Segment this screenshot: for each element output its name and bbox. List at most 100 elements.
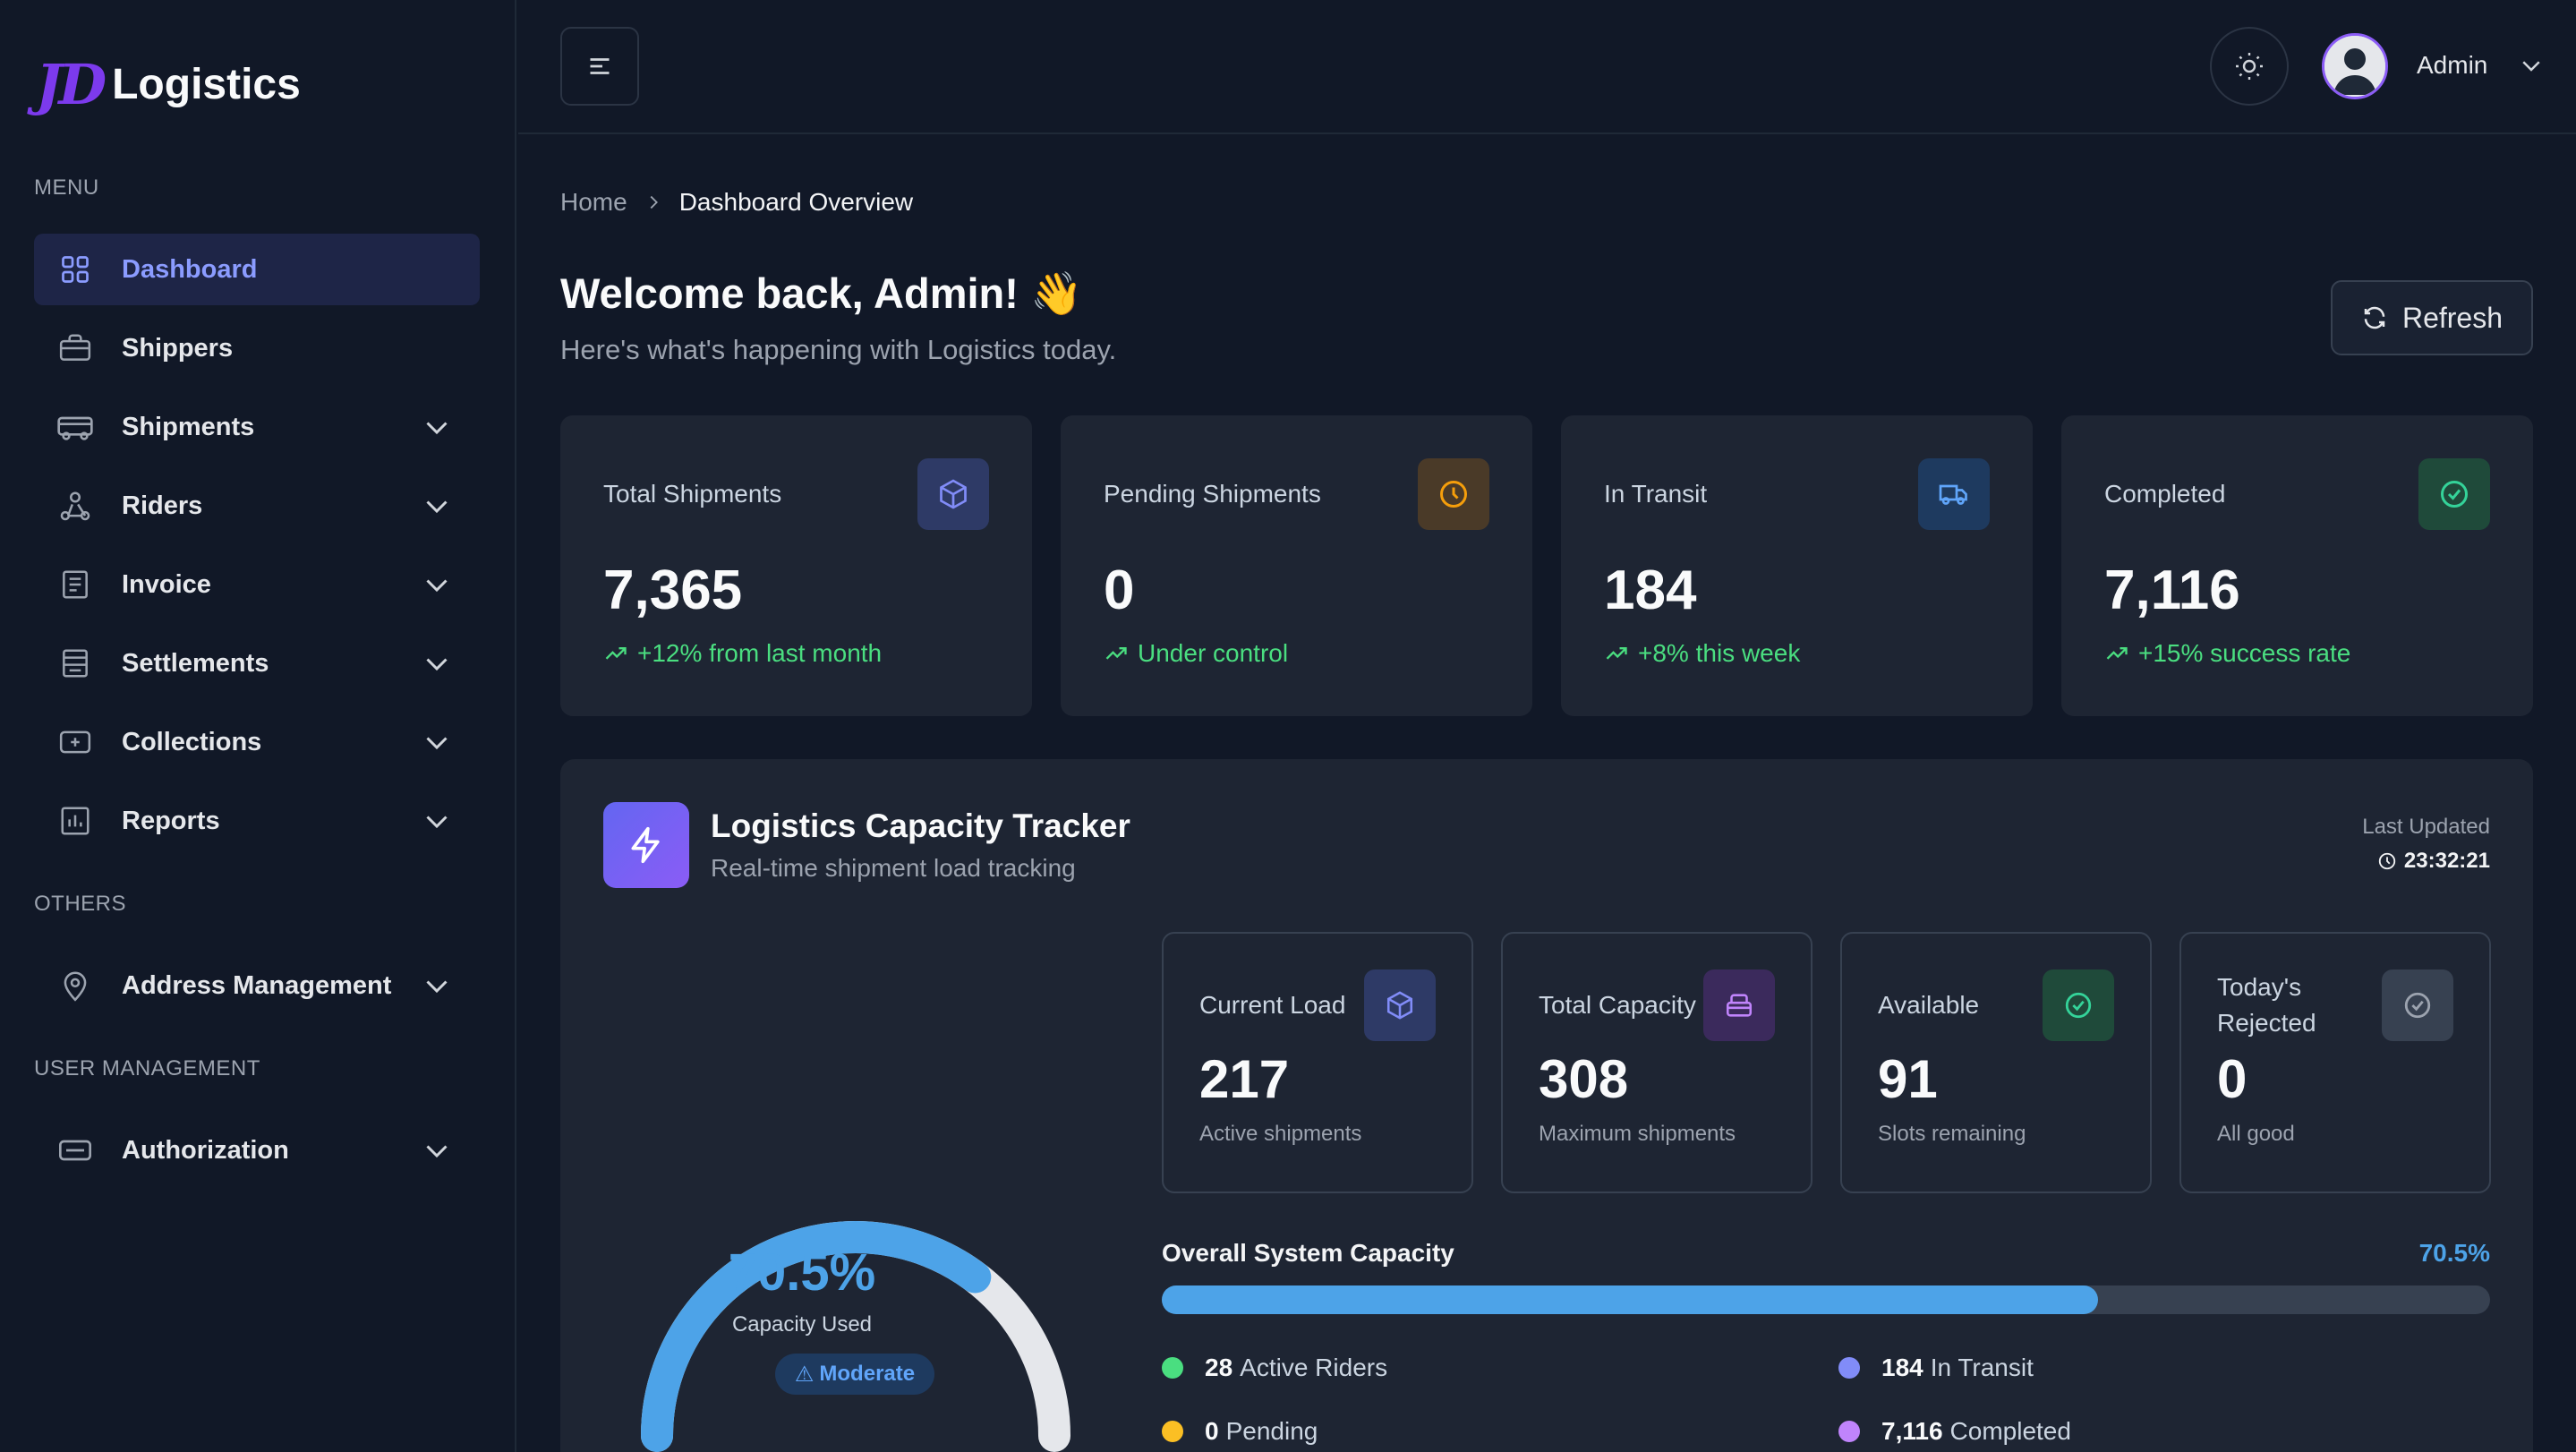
last-updated-time: 23:32:21 — [2377, 849, 2490, 874]
chevron-down-icon[interactable] — [421, 1134, 453, 1166]
breadcrumb-home-link[interactable]: Home — [560, 188, 627, 216]
box-icon — [1364, 969, 1436, 1041]
user-name[interactable]: Admin — [2417, 51, 2488, 79]
box-icon — [917, 458, 989, 530]
capacity-progress-bar — [1162, 1285, 2490, 1314]
stat-value: 0 — [1104, 559, 1135, 621]
sidebar-item-address-management[interactable]: Address Management — [34, 950, 480, 1021]
refresh-icon — [2364, 306, 2385, 329]
metric-card-current-load: Current Load 217 Active shipments — [1162, 932, 1473, 1193]
warning-icon: ⚠ — [794, 1362, 815, 1387]
brand-mark: JD — [36, 52, 107, 117]
user-avatar-icon — [2324, 36, 2385, 97]
legend-label: In Transit — [1930, 1354, 2034, 1381]
sidebar-item-shippers[interactable]: Shippers — [34, 312, 480, 384]
brand-logo[interactable]: JD Logistics — [36, 52, 301, 117]
sidebar-item-dashboard[interactable]: Dashboard — [34, 234, 480, 305]
sidebar-item-label: Reports — [122, 806, 220, 835]
metric-card-total-capacity: Total Capacity 308 Maximum shipments — [1501, 932, 1813, 1193]
document-icon — [57, 567, 93, 602]
sidebar-item-collections[interactable]: Collections — [34, 706, 480, 778]
breadcrumb: Home Dashboard Overview — [560, 188, 913, 217]
check-circle-icon — [2043, 969, 2114, 1041]
section-label-menu: MENU — [34, 175, 99, 200]
stat-trend-text: Under control — [1138, 639, 1289, 667]
card-icon — [57, 1132, 93, 1168]
legend-value: 7,116 — [1881, 1417, 1943, 1445]
chevron-down-icon[interactable] — [421, 647, 453, 679]
metric-card-todays-rejected: Today's Rejected 0 All good — [2179, 932, 2491, 1193]
stat-title: In Transit — [1604, 480, 1708, 508]
gauge-label: Capacity Used — [731, 1312, 873, 1337]
chevron-down-icon[interactable] — [2518, 52, 2545, 79]
refresh-label: Refresh — [2401, 301, 2503, 334]
sidebar-item-invoice[interactable]: Invoice — [34, 549, 480, 620]
stat-card-total-shipments: Total Shipments 7,365 +12% from last mon… — [560, 415, 1032, 716]
metric-title: Today's Rejected — [2217, 973, 2316, 1037]
sidebar-item-authorization[interactable]: Authorization — [34, 1115, 480, 1186]
breadcrumb-current: Dashboard Overview — [678, 188, 914, 216]
legend-value: 184 — [1881, 1354, 1923, 1381]
sidebar-item-label: Shippers — [122, 333, 234, 363]
sidebar-item-reports[interactable]: Reports — [34, 785, 480, 857]
map-pin-icon — [57, 968, 93, 1004]
menu-toggle-button[interactable] — [560, 27, 639, 106]
check-circle-icon — [2382, 969, 2453, 1041]
trending-up-icon — [605, 647, 627, 660]
stat-card-in-transit: In Transit 184 +8% this week — [1561, 415, 2033, 716]
legend-label: Active Riders — [1240, 1354, 1388, 1381]
theme-toggle-button[interactable] — [2210, 27, 2289, 106]
chevron-down-icon[interactable] — [421, 805, 453, 837]
sun-icon — [2236, 53, 2263, 80]
last-updated-value: 23:32:21 — [2403, 849, 2490, 873]
legend-item-completed: 7,116 Completed — [1838, 1417, 2071, 1446]
chevron-down-icon[interactable] — [421, 490, 453, 522]
legend-value: 28 — [1205, 1354, 1233, 1381]
metric-card-available: Available 91 Slots remaining — [1840, 932, 2152, 1193]
trending-up-icon — [2106, 647, 2128, 660]
sidebar-item-label: Collections — [122, 727, 262, 756]
chevron-down-icon[interactable] — [421, 726, 453, 758]
metric-value: 217 — [1199, 1049, 1290, 1109]
metric-value: 308 — [1539, 1049, 1629, 1109]
status-badge-text: Moderate — [819, 1362, 916, 1386]
sidebar-item-label: Invoice — [122, 569, 211, 599]
refresh-button[interactable]: Refresh — [2331, 280, 2533, 355]
overall-capacity-title: Overall System Capacity — [1162, 1239, 1454, 1267]
legend-item-in-transit: 184 In Transit — [1838, 1354, 2034, 1382]
metric-subtitle: All good — [2217, 1122, 2295, 1146]
briefcase-icon — [57, 330, 93, 366]
chevron-down-icon[interactable] — [421, 568, 453, 601]
stat-value: 7,365 — [603, 559, 743, 621]
avatar[interactable] — [2322, 33, 2388, 99]
capacity-tracker-panel: Logistics Capacity Tracker Real-time shi… — [560, 759, 2533, 1452]
metric-title: Current Load — [1199, 991, 1346, 1019]
sidebar-item-settlements[interactable]: Settlements — [34, 628, 480, 699]
legend-dot — [1838, 1357, 1860, 1379]
lightning-icon — [603, 802, 689, 888]
sidebar-item-shipments[interactable]: Shipments — [34, 391, 480, 463]
stat-title: Total Shipments — [603, 480, 782, 508]
clock-icon — [1418, 458, 1489, 530]
metric-subtitle: Active shipments — [1199, 1122, 1362, 1146]
sidebar: JD Logistics MENU Dashboard Shippers Shi… — [0, 0, 516, 1452]
topbar: Admin — [518, 0, 2576, 134]
metric-value: 91 — [1878, 1049, 1938, 1109]
chevron-down-icon[interactable] — [421, 411, 453, 443]
stat-trend: +8% this week — [1604, 639, 1800, 668]
metric-subtitle: Maximum shipments — [1539, 1122, 1736, 1146]
legend-dot — [1838, 1421, 1860, 1442]
trending-up-icon — [1606, 647, 1627, 660]
capacity-progress-fill — [1162, 1285, 2099, 1314]
section-label-user-management: USER MANAGEMENT — [34, 1056, 260, 1080]
legend-dot — [1162, 1421, 1183, 1442]
tracker-title: Logistics Capacity Tracker — [711, 807, 1130, 844]
stat-value: 7,116 — [2104, 559, 2240, 621]
metric-subtitle: Slots remaining — [1878, 1122, 2026, 1146]
sidebar-item-riders[interactable]: Riders — [34, 470, 480, 542]
metric-value: 0 — [2217, 1049, 2248, 1109]
brand-name: Logistics — [112, 61, 301, 108]
rider-icon — [57, 488, 93, 524]
chevron-down-icon[interactable] — [421, 969, 453, 1002]
wallet-icon — [57, 724, 93, 760]
